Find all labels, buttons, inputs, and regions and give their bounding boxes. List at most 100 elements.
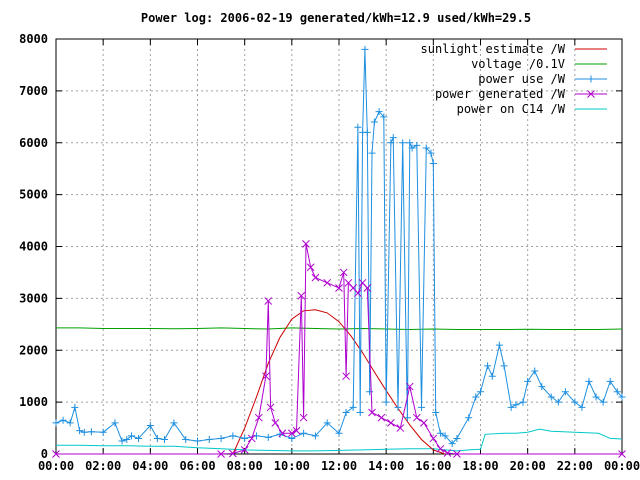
x-tick-label: 22:00 bbox=[557, 459, 593, 473]
data-point bbox=[507, 403, 515, 411]
data-point bbox=[375, 108, 383, 116]
series-sunlight-estimate-w bbox=[232, 309, 446, 455]
data-point bbox=[408, 144, 416, 152]
data-point bbox=[413, 141, 421, 149]
data-point bbox=[254, 413, 263, 422]
data-point bbox=[382, 398, 390, 406]
data-point bbox=[538, 383, 546, 391]
data-point bbox=[436, 444, 445, 453]
x-tick-label: 20:00 bbox=[510, 459, 546, 473]
data-point bbox=[399, 139, 407, 147]
data-point bbox=[453, 434, 461, 442]
data-point bbox=[512, 401, 520, 409]
data-point bbox=[276, 430, 284, 438]
data-point bbox=[448, 440, 456, 448]
data-point bbox=[370, 118, 378, 126]
series-power-generated-w bbox=[52, 240, 626, 458]
data-point bbox=[618, 393, 626, 401]
data-point bbox=[342, 409, 350, 416]
data-point bbox=[170, 419, 178, 427]
data-point bbox=[241, 434, 249, 442]
data-point bbox=[160, 435, 168, 443]
data-point bbox=[146, 421, 154, 429]
data-point bbox=[412, 413, 421, 422]
data-point bbox=[366, 388, 374, 396]
data-point bbox=[472, 393, 480, 401]
series-layer bbox=[52, 45, 626, 458]
data-point bbox=[403, 414, 411, 422]
data-point bbox=[311, 273, 320, 282]
data-point bbox=[368, 149, 376, 157]
data-point bbox=[571, 398, 579, 406]
data-point bbox=[484, 362, 492, 370]
data-point bbox=[418, 403, 426, 411]
legend-marker bbox=[587, 90, 595, 98]
data-point bbox=[335, 429, 343, 437]
data-point bbox=[300, 429, 308, 437]
data-point bbox=[306, 263, 315, 272]
data-point bbox=[217, 434, 225, 442]
data-point bbox=[531, 367, 539, 375]
data-point bbox=[377, 413, 386, 422]
data-point bbox=[87, 428, 95, 436]
data-point bbox=[271, 419, 280, 427]
data-point bbox=[578, 403, 586, 411]
data-point bbox=[71, 403, 79, 411]
data-point bbox=[287, 429, 296, 438]
data-point bbox=[99, 428, 107, 436]
data-point bbox=[465, 414, 473, 422]
x-tick-label: 08:00 bbox=[227, 459, 263, 473]
data-point bbox=[182, 435, 190, 443]
data-point bbox=[264, 297, 273, 305]
data-point bbox=[311, 432, 319, 440]
data-point bbox=[356, 409, 364, 416]
data-point bbox=[387, 419, 395, 427]
legend-marker bbox=[587, 75, 595, 83]
data-point bbox=[205, 435, 213, 443]
data-point bbox=[441, 432, 449, 440]
data-point bbox=[380, 113, 388, 121]
data-point bbox=[519, 398, 527, 406]
data-point bbox=[561, 388, 569, 396]
y-tick-label: 5000 bbox=[19, 188, 48, 202]
data-point bbox=[394, 403, 402, 411]
x-tick-label: 02:00 bbox=[85, 459, 121, 473]
data-point bbox=[495, 341, 503, 349]
data-point bbox=[288, 434, 296, 442]
data-point bbox=[585, 377, 593, 385]
series-power-use-w bbox=[52, 45, 626, 448]
x-tick-label: 00:00 bbox=[38, 459, 74, 473]
y-tick-label: 6000 bbox=[19, 136, 48, 150]
data-point bbox=[599, 398, 607, 406]
data-point bbox=[436, 429, 444, 437]
data-point bbox=[453, 450, 461, 458]
data-point bbox=[524, 377, 532, 385]
data-point bbox=[342, 372, 350, 381]
data-point bbox=[302, 240, 310, 248]
y-tick-label: 8000 bbox=[19, 32, 48, 46]
x-tick-label: 12:00 bbox=[321, 459, 357, 473]
data-point bbox=[52, 419, 60, 427]
data-point bbox=[420, 419, 428, 427]
data-point bbox=[606, 377, 614, 385]
data-point bbox=[118, 437, 126, 445]
data-point bbox=[406, 139, 414, 147]
data-point bbox=[247, 434, 256, 443]
data-point bbox=[432, 409, 440, 416]
data-point bbox=[66, 419, 74, 427]
data-point bbox=[299, 413, 308, 422]
data-point bbox=[592, 393, 600, 401]
y-tick-label: 0 bbox=[41, 447, 48, 461]
data-point bbox=[59, 416, 67, 424]
data-point bbox=[323, 419, 331, 427]
legend-label: power on C14 /W bbox=[457, 102, 566, 116]
data-point bbox=[387, 139, 395, 147]
y-tick-label: 2000 bbox=[19, 343, 48, 357]
data-point bbox=[488, 372, 496, 380]
data-point bbox=[229, 449, 237, 458]
data-point bbox=[429, 160, 437, 167]
data-point bbox=[217, 450, 225, 458]
x-tick-label: 04:00 bbox=[132, 459, 168, 473]
data-point bbox=[547, 393, 555, 401]
